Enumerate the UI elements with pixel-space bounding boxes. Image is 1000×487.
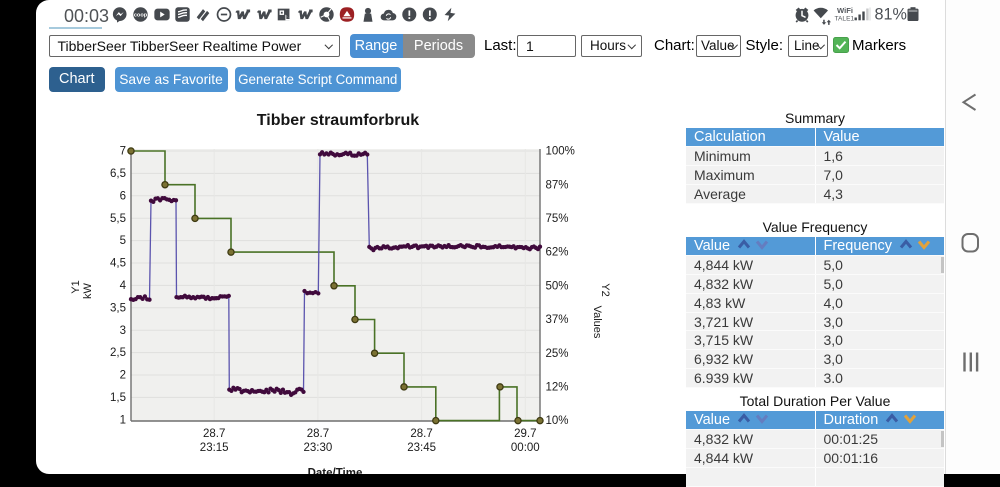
svg-text:4: 4: [120, 280, 127, 292]
svg-text:WiFi: WiFi: [837, 6, 853, 15]
svg-text:28.7: 28.7: [203, 428, 225, 440]
svg-text:1: 1: [120, 414, 126, 426]
svg-text:6: 6: [120, 190, 126, 202]
svg-text:3: 3: [120, 325, 126, 337]
svg-text:Date/Time: Date/Time: [308, 468, 363, 475]
svg-text:75%: 75%: [546, 213, 569, 225]
svg-text:23:45: 23:45: [407, 442, 436, 454]
svg-text:4,5: 4,5: [110, 258, 126, 270]
svg-text:10%: 10%: [546, 415, 569, 427]
svg-text:100%: 100%: [546, 146, 575, 158]
svg-text:37%: 37%: [546, 314, 569, 326]
svg-text:81%: 81%: [875, 6, 907, 24]
svg-text:1,5: 1,5: [110, 392, 126, 404]
svg-text:5,5: 5,5: [110, 213, 126, 225]
svg-text:2,5: 2,5: [110, 347, 126, 359]
svg-text:50%: 50%: [546, 280, 569, 292]
svg-text:25%: 25%: [546, 348, 569, 360]
svg-text:23:15: 23:15: [200, 442, 229, 454]
svg-text:5: 5: [120, 235, 126, 247]
svg-text:87%: 87%: [546, 179, 569, 191]
svg-text:6,5: 6,5: [110, 168, 126, 180]
svg-text:2: 2: [120, 370, 126, 382]
svg-text:Values: Values: [591, 306, 603, 339]
svg-text:Y2: Y2: [599, 283, 611, 296]
svg-text:23:30: 23:30: [304, 442, 333, 454]
svg-text:28.7: 28.7: [307, 428, 329, 440]
svg-text:62%: 62%: [546, 247, 569, 259]
svg-text:28.7: 28.7: [410, 428, 432, 440]
svg-text:7: 7: [120, 146, 126, 158]
svg-text:3,5: 3,5: [110, 302, 126, 314]
svg-text:12%: 12%: [546, 382, 569, 394]
svg-text:coop: coop: [134, 13, 148, 19]
svg-text:00:00: 00:00: [511, 442, 540, 454]
svg-text:Y1: Y1: [70, 280, 82, 293]
svg-text:29.7: 29.7: [514, 428, 536, 440]
svg-text:kW: kW: [82, 282, 94, 299]
svg-text:TALE1: TALE1: [835, 16, 855, 23]
